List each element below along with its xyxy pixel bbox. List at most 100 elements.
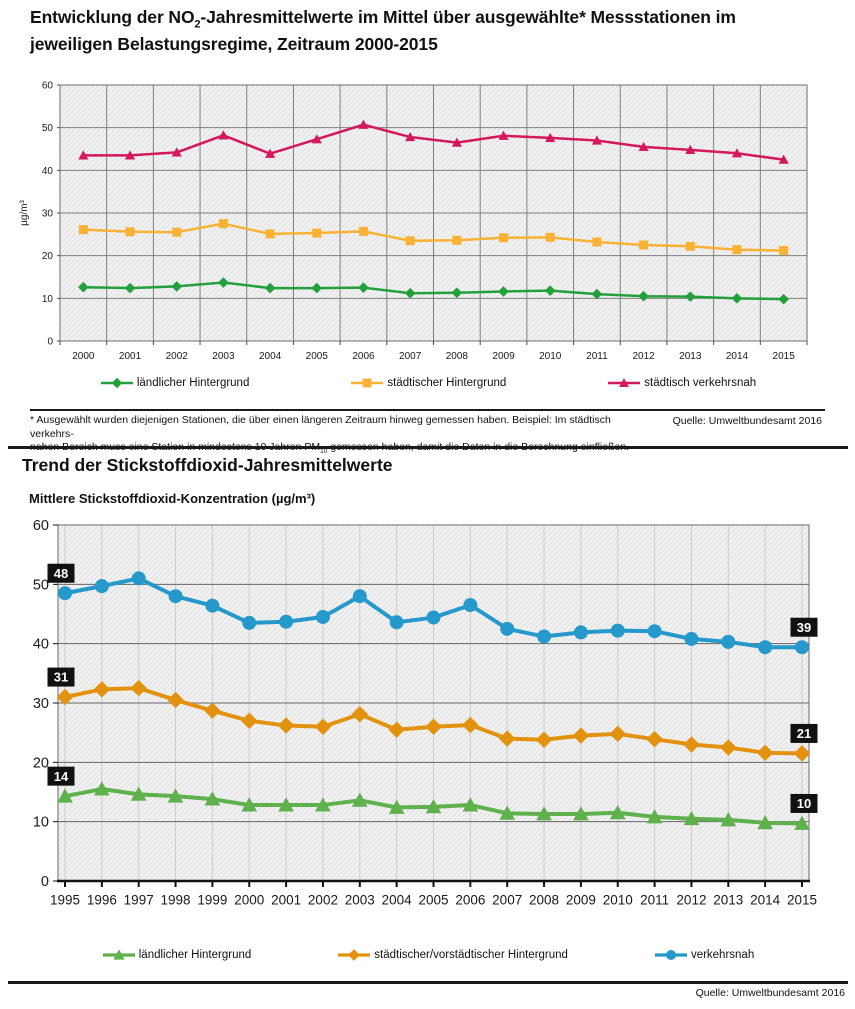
svg-text:10: 10 <box>33 815 49 831</box>
red-triangle-line-icon <box>606 376 642 390</box>
horizontal-gridlines <box>60 127 807 299</box>
value-label-14: 14 <box>47 766 75 786</box>
chart2-title: Trend der Stickstoffdioxid-Jahresmittelw… <box>22 455 393 475</box>
svg-text:10: 10 <box>797 796 811 811</box>
svg-text:2015: 2015 <box>773 351 796 362</box>
series-line <box>82 281 785 301</box>
svg-text:48: 48 <box>54 566 68 581</box>
y-axis-labels: 0 10 20 30 40 50 60 <box>42 81 54 348</box>
svg-text:2013: 2013 <box>679 351 702 362</box>
value-label-21: 21 <box>790 723 818 743</box>
series-2 <box>58 571 809 655</box>
svg-text:1995: 1995 <box>50 893 80 908</box>
svg-text:2000: 2000 <box>234 893 264 908</box>
svg-text:2004: 2004 <box>259 351 282 362</box>
svg-text:2004: 2004 <box>382 893 413 908</box>
subscript-2: 2 <box>194 18 201 31</box>
blue-circle-line-icon <box>653 948 689 962</box>
svg-text:2005: 2005 <box>418 893 448 908</box>
svg-text:2010: 2010 <box>539 351 562 362</box>
svg-text:2015: 2015 <box>787 893 817 908</box>
chart2-legend: ländlicher Hintergrund städtischer/vorst… <box>0 948 855 962</box>
x-axis-labels: 2000 2001 2002 2003 2004 2005 2006 2007 2008 2009… <box>72 351 795 362</box>
legend-label: städtischer/vorstädtischer Hintergrund <box>374 949 568 961</box>
axis-ticks <box>57 84 808 345</box>
svg-text:60: 60 <box>33 518 49 534</box>
svg-text:2014: 2014 <box>750 893 781 908</box>
svg-text:30: 30 <box>42 209 54 220</box>
value-label-10: 10 <box>790 793 818 813</box>
svg-text:40: 40 <box>42 166 54 177</box>
y-axis-title: µg/m³ <box>19 199 30 225</box>
section-divider <box>8 446 848 449</box>
legend-label: ländlicher Hintergrund <box>136 377 250 389</box>
footnote: * Ausgewählt wurden diejenigen Stationen… <box>30 414 645 457</box>
svg-text:2003: 2003 <box>212 351 235 362</box>
svg-text:1996: 1996 <box>87 893 117 908</box>
svg-text:50: 50 <box>33 577 49 593</box>
svg-text:2011: 2011 <box>640 893 669 908</box>
yellow-square-line-icon <box>349 376 385 390</box>
svg-text:2008: 2008 <box>529 893 559 908</box>
value-label-31: 31 <box>47 667 75 687</box>
line-chart-no2-1995-2015: 0 10 20 30 40 50 60 1995 1996 1997 1998 1999 2000 200… <box>33 518 818 908</box>
svg-text:2007: 2007 <box>399 351 422 362</box>
series-2 <box>78 119 789 164</box>
svg-text:2009: 2009 <box>492 351 515 362</box>
svg-text:2012: 2012 <box>632 351 655 362</box>
svg-text:31: 31 <box>54 670 68 685</box>
svg-text:2001: 2001 <box>119 351 142 362</box>
horizontal-gridlines <box>58 583 809 823</box>
subscript-10: 10 <box>320 448 328 456</box>
legend-item-staedtischer-vorstaedtischer-hintergrund: städtischer/vorstädtischer Hintergrund <box>336 948 568 962</box>
x-axis-labels: 1995 1996 1997 1998 1999 2000 2001 2002 2003 2004… <box>50 893 817 908</box>
svg-text:1998: 1998 <box>161 893 191 908</box>
line-chart-no2-2000-2015: 0 10 20 30 40 50 60 2000 2001 2002 2003 2004 2005 200… <box>19 81 808 362</box>
svg-text:10: 10 <box>42 294 54 305</box>
legend-item-laendlicher-hintergrund: ländlicher Hintergrund <box>99 376 250 390</box>
legend-label: städtischer Hintergrund <box>387 377 507 389</box>
svg-text:0: 0 <box>47 337 53 348</box>
chart1-legend: ländlicher Hintergrund städtischer Hinte… <box>0 376 855 390</box>
orange-diamond-line-icon <box>336 948 372 962</box>
svg-text:14: 14 <box>54 769 69 784</box>
svg-text:60: 60 <box>42 81 54 92</box>
svg-text:40: 40 <box>33 637 49 653</box>
svg-text:2010: 2010 <box>603 893 633 908</box>
legend-item-staedtisch-verkehrsnah: städtisch verkehrsnah <box>606 376 756 390</box>
svg-text:50: 50 <box>42 123 54 134</box>
svg-text:39: 39 <box>797 620 811 635</box>
y-axis-labels: 0 10 20 30 40 50 60 <box>33 518 49 890</box>
svg-text:2011: 2011 <box>586 351 608 362</box>
svg-text:2014: 2014 <box>726 351 749 362</box>
svg-text:2001: 2001 <box>271 893 301 908</box>
legend-item-staedtischer-hintergrund: städtischer Hintergrund <box>349 376 506 390</box>
svg-text:2007: 2007 <box>492 893 522 908</box>
footnote-line1: * Ausgewählt wurden diejenigen Stationen… <box>30 414 611 440</box>
green-triangle-line-icon <box>101 948 137 962</box>
green-diamond-line-icon <box>99 376 135 390</box>
bottom-divider <box>8 981 848 984</box>
svg-text:2006: 2006 <box>455 893 485 908</box>
series-0 <box>57 781 810 830</box>
svg-text:2000: 2000 <box>72 351 95 362</box>
legend-item-laendlicher-hintergrund: ländlicher Hintergrund <box>101 948 251 962</box>
svg-text:2006: 2006 <box>352 351 375 362</box>
axis-ticks <box>53 524 803 887</box>
series-1 <box>78 219 789 256</box>
svg-text:2009: 2009 <box>566 893 596 908</box>
svg-text:2013: 2013 <box>713 893 743 908</box>
svg-text:20: 20 <box>42 251 54 262</box>
svg-text:21: 21 <box>797 726 811 741</box>
source-credit-top: Quelle: Umweltbundesamt 2016 <box>672 415 822 427</box>
series-1 <box>56 679 811 762</box>
value-label-48: 48 <box>47 563 75 583</box>
legend-label: verkehrsnah <box>690 949 755 961</box>
footnote-divider <box>30 409 825 411</box>
series-0 <box>78 277 789 305</box>
svg-text:2005: 2005 <box>306 351 329 362</box>
svg-text:20: 20 <box>33 755 49 771</box>
svg-text:30: 30 <box>33 696 49 712</box>
svg-text:2002: 2002 <box>166 351 189 362</box>
